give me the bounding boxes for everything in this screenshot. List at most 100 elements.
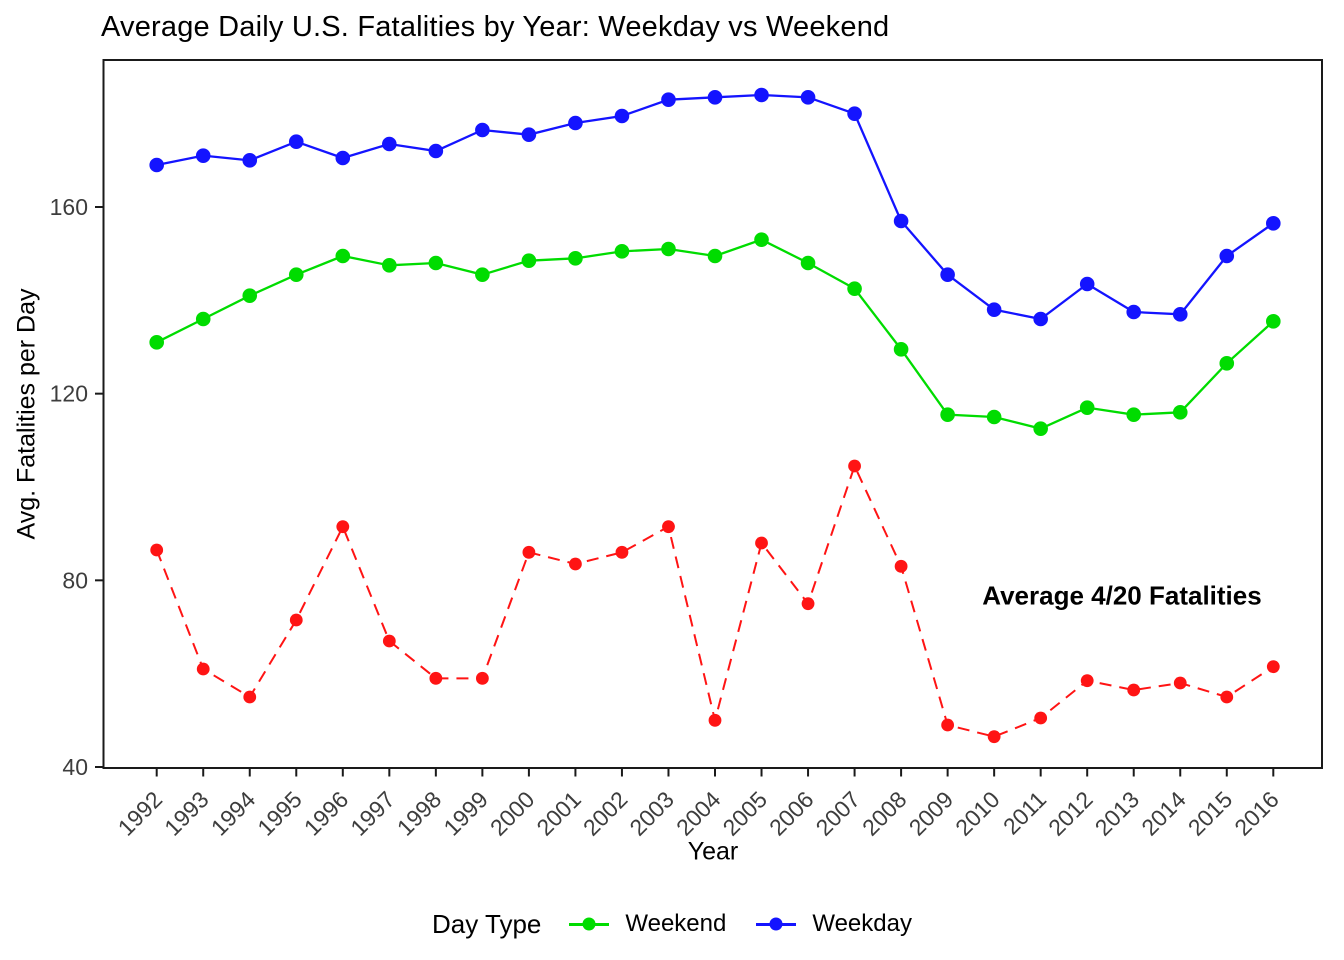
data-point-weekend [847,281,862,296]
data-point-average-4-20-fatalities [801,597,815,611]
data-point-weekend [149,335,164,350]
data-point-weekday [754,87,769,103]
x-tick-label: 2014 [1136,786,1191,841]
data-point-average-4-20-fatalities [289,613,303,627]
x-tick-label: 2012 [1043,786,1098,841]
legend-dot-icon [582,917,596,931]
data-point-weekday [800,90,816,105]
data-point-average-4-20-fatalities [894,559,908,573]
data-point-weekday [475,122,490,138]
x-tick-label: 2001 [531,786,586,841]
data-point-weekend [242,288,258,303]
data-point-weekend [1219,356,1235,371]
data-point-weekend [382,258,397,273]
data-point-average-4-20-fatalities [150,543,164,557]
data-point-average-4-20-fatalities [1080,674,1094,688]
data-point-weekend [1172,405,1188,420]
data-point-weekend [1126,407,1142,422]
data-point-weekday [1033,311,1048,327]
data-point-weekend [1079,400,1095,415]
data-point-average-4-20-fatalities [1173,676,1187,690]
data-point-average-4-20-fatalities [1220,690,1234,704]
legend-entry-weekend: Weekend [569,910,726,938]
legend-entry-weekday: Weekday [756,910,912,938]
data-point-average-4-20-fatalities [569,557,582,571]
data-point-weekday [1219,248,1235,264]
data-point-average-4-20-fatalities [708,713,722,727]
y-tick-label: 120 [50,381,88,407]
data-point-weekday [661,92,676,107]
data-point-weekend [335,248,351,264]
data-point-weekend [707,248,723,264]
series-average-4-20-fatalities [150,459,1280,744]
y-tick-label: 160 [50,194,88,220]
y-tick-label: 40 [62,754,88,780]
data-point-average-4-20-fatalities [336,520,350,534]
data-point-average-4-20-fatalities [941,718,955,732]
legend-key-icon [569,917,610,931]
data-point-weekend [475,267,490,282]
data-point-average-4-20-fatalities [382,634,396,648]
data-point-weekday [568,115,583,131]
data-point-weekend [568,251,583,266]
data-point-average-4-20-fatalities [1127,683,1141,697]
annotation-text: Average 4/20 Fatalities [982,580,1262,611]
data-point-weekday [893,213,909,229]
x-tick-label: 2003 [624,786,679,841]
data-point-weekday [1266,216,1281,231]
x-tick-label: 2006 [764,786,819,841]
series-weekday [149,87,1281,327]
data-point-average-4-20-fatalities [987,730,1001,744]
x-tick-label: 1994 [206,786,261,841]
data-point-weekend [800,255,816,271]
data-point-weekday [1172,307,1188,322]
x-tick-label: 2010 [950,786,1005,841]
data-point-weekend [614,244,630,259]
x-tick-label: 2008 [857,786,912,841]
chart-title: Average Daily U.S. Fatalities by Year: W… [101,11,890,43]
x-tick-label: 1992 [113,786,168,841]
x-tick-label: 2009 [904,786,959,841]
x-tick-label: 1995 [252,786,307,841]
legend-title: Day Type [432,908,542,939]
series-line-weekend [156,238,1275,430]
x-tick-label: 2002 [578,786,633,841]
data-point-weekend [521,253,537,268]
data-point-average-4-20-fatalities [475,671,489,685]
x-tick-label: 1993 [159,786,214,841]
x-tick-label: 1998 [392,786,447,841]
data-point-weekday [940,267,955,282]
x-tick-label: 1997 [345,786,400,841]
data-point-average-4-20-fatalities [429,671,443,685]
data-point-weekday [288,134,304,149]
data-point-weekend [195,311,211,327]
series-weekend [149,232,1281,436]
x-tick-label: 2013 [1090,786,1145,841]
data-point-weekend [754,232,769,247]
data-point-weekday [428,143,444,159]
data-point-weekday [242,153,258,168]
data-point-average-4-20-fatalities [615,545,629,559]
data-point-average-4-20-fatalities [1034,711,1048,725]
legend-entries: Weekend Weekday [569,910,912,938]
legend: Day Type Weekend Weekday [0,901,1344,947]
data-point-weekend [986,409,1002,425]
data-point-average-4-20-fatalities [662,520,675,534]
x-tick-label: 1999 [438,786,493,841]
plot-panel [102,59,1323,769]
data-point-average-4-20-fatalities [243,690,257,704]
x-tick-label: 2007 [811,786,866,841]
data-point-weekend [288,267,304,282]
x-tick-label: 2015 [1183,786,1238,841]
data-point-weekday [149,157,164,173]
y-tick-label: 80 [62,567,88,593]
x-tick-label: 2011 [998,786,1051,839]
x-tick-label: 2004 [671,786,726,841]
x-tick-label: 2005 [717,786,772,841]
data-point-average-4-20-fatalities [522,545,536,559]
data-point-weekend [893,342,909,357]
data-point-average-4-20-fatalities [755,536,768,550]
data-point-weekday [382,136,397,152]
